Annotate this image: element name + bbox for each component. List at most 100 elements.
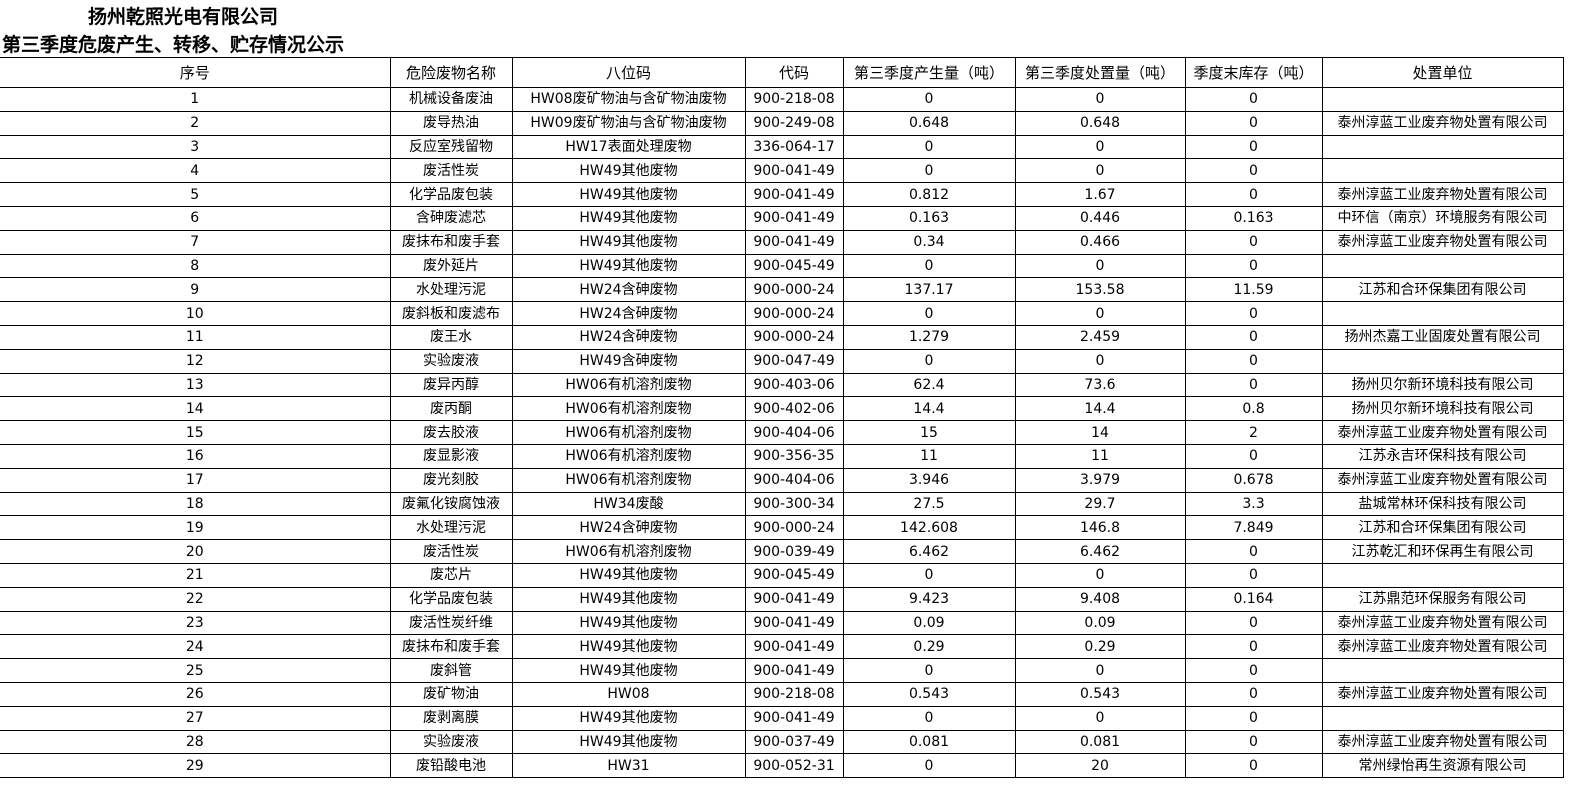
cell-seq: 2 xyxy=(0,110,391,136)
cell-category: HW49其他废物 xyxy=(511,205,746,231)
cell-seq: 18 xyxy=(0,491,391,517)
cell-disposed: 0.648 xyxy=(1014,110,1186,136)
cell-waste-name: 废矿物油 xyxy=(389,681,513,707)
table-row: 7 废抹布和废手套 HW49其他废物 900-041-49 0.34 0.466 0 泰州淳蓝… xyxy=(0,229,1564,255)
cell-waste-name: 废王水 xyxy=(389,324,513,350)
cell-stock: 0 xyxy=(1184,634,1323,660)
cell-category: HW06有机溶剂废物 xyxy=(511,539,746,564)
cell-category: HW49其他废物 xyxy=(511,158,746,184)
cell-disposed: 0.09 xyxy=(1014,610,1186,636)
cell-seq: 13 xyxy=(0,372,391,398)
cell-disposal-unit: 泰州淳蓝工业废弃物处置有限公司 xyxy=(1321,182,1564,207)
table-row: 28 实验废液 HW49其他废物 900-037-49 0.081 0.081 0 泰州淳蓝工… xyxy=(0,729,1564,755)
cell-seq: 16 xyxy=(0,443,391,469)
cell-generated: 15 xyxy=(842,420,1016,445)
cell-category: HW06有机溶剂废物 xyxy=(511,372,746,398)
header-disposed: 第三季度处置量（吨） xyxy=(1014,57,1186,88)
cell-code: 900-218-08 xyxy=(744,681,844,707)
cell-seq: 27 xyxy=(0,705,391,731)
cell-seq: 1 xyxy=(0,87,391,112)
cell-category: HW24含砷废物 xyxy=(511,301,746,326)
cell-code: 900-045-49 xyxy=(744,253,844,279)
cell-disposed: 0 xyxy=(1014,134,1186,160)
cell-disposed: 14 xyxy=(1014,420,1186,445)
cell-disposed: 0.29 xyxy=(1014,634,1186,660)
cell-generated: 0 xyxy=(842,348,1016,374)
cell-code: 900-041-49 xyxy=(744,205,844,231)
cell-waste-name: 实验废液 xyxy=(389,729,513,755)
cell-seq: 5 xyxy=(0,182,391,207)
cell-seq: 11 xyxy=(0,324,391,350)
cell-disposal-unit: 江苏永吉环保科技有限公司 xyxy=(1321,443,1564,469)
report-title: 第三季度危废产生、转移、贮存情况公示 xyxy=(2,34,345,56)
cell-disposed: 153.58 xyxy=(1014,277,1186,303)
cell-waste-name: 废抹布和废手套 xyxy=(389,634,513,660)
cell-seq: 29 xyxy=(0,753,391,779)
table-row: 20 废活性炭 HW06有机溶剂废物 900-039-49 6.462 6.462 0 江苏乾… xyxy=(0,539,1564,564)
cell-category: HW31 xyxy=(511,753,746,779)
cell-seq: 3 xyxy=(0,134,391,160)
cell-waste-name: 废活性炭纤维 xyxy=(389,610,513,636)
cell-code: 900-052-31 xyxy=(744,753,844,779)
cell-stock: 0.678 xyxy=(1184,467,1323,493)
cell-generated: 0.812 xyxy=(842,182,1016,207)
table-row: 9 水处理污泥 HW24含砷废物 900-000-24 137.17 153.58 11.5… xyxy=(0,277,1564,303)
cell-disposed: 0.466 xyxy=(1014,229,1186,255)
table-row: 18 废氟化铵腐蚀液 HW34废酸 900-300-34 27.5 29.7 3.3 盐城常林… xyxy=(0,491,1564,517)
cell-generated: 0 xyxy=(842,87,1016,112)
cell-category: HW06有机溶剂废物 xyxy=(511,443,746,469)
table-row: 21 废芯片 HW49其他废物 900-045-49 0 0 0 xyxy=(0,562,1564,588)
cell-disposed: 0 xyxy=(1014,348,1186,374)
cell-disposed: 0 xyxy=(1014,301,1186,326)
cell-stock: 0 xyxy=(1184,87,1323,112)
cell-disposed: 2.459 xyxy=(1014,324,1186,350)
cell-stock: 0 xyxy=(1184,610,1323,636)
cell-generated: 0 xyxy=(842,301,1016,326)
cell-waste-name: 实验废液 xyxy=(389,348,513,374)
cell-disposed: 0 xyxy=(1014,705,1186,731)
cell-waste-name: 水处理污泥 xyxy=(389,277,513,303)
cell-generated: 0 xyxy=(842,705,1016,731)
cell-generated: 6.462 xyxy=(842,539,1016,564)
table-row: 27 废剥离膜 HW49其他废物 900-041-49 0 0 0 xyxy=(0,705,1564,731)
cell-disposed: 0 xyxy=(1014,658,1186,683)
cell-disposal-unit: 江苏乾汇和环保再生有限公司 xyxy=(1321,539,1564,564)
cell-stock: 0 xyxy=(1184,253,1323,279)
cell-waste-name: 废活性炭 xyxy=(389,539,513,564)
cell-code: 900-000-24 xyxy=(744,277,844,303)
cell-generated: 0.09 xyxy=(842,610,1016,636)
cell-category: HW49其他废物 xyxy=(511,634,746,660)
cell-category: HW24含砷废物 xyxy=(511,515,746,541)
cell-category: HW49其他废物 xyxy=(511,253,746,279)
header-row: 序号 危险废物名称 八位码 代码 第三季度产生量（吨） 第三季度处置量（吨） 季度末库存（吨… xyxy=(0,57,1564,88)
cell-waste-name: 废光刻胶 xyxy=(389,467,513,493)
cell-disposed: 1.67 xyxy=(1014,182,1186,207)
table-row: 8 废外延片 HW49其他废物 900-045-49 0 0 0 xyxy=(0,253,1564,279)
cell-generated: 27.5 xyxy=(842,491,1016,517)
cell-generated: 0 xyxy=(842,658,1016,683)
cell-disposed: 0 xyxy=(1014,158,1186,184)
cell-generated: 0.081 xyxy=(842,729,1016,755)
cell-waste-name: 含砷废滤芯 xyxy=(389,205,513,231)
cell-disposal-unit: 扬州杰嘉工业固废处置有限公司 xyxy=(1321,324,1564,350)
table-row: 24 废抹布和废手套 HW49其他废物 900-041-49 0.29 0.29 0 泰州淳蓝… xyxy=(0,634,1564,660)
cell-seq: 10 xyxy=(0,301,391,326)
cell-disposal-unit: 盐城常林环保科技有限公司 xyxy=(1321,491,1564,517)
cell-disposal-unit xyxy=(1321,705,1564,731)
cell-category: HW17表面处理废物 xyxy=(511,134,746,160)
cell-category: HW49其他废物 xyxy=(511,182,746,207)
cell-stock: 0 xyxy=(1184,348,1323,374)
cell-disposed: 73.6 xyxy=(1014,372,1186,398)
cell-waste-name: 废斜板和废滤布 xyxy=(389,301,513,326)
cell-generated: 0.648 xyxy=(842,110,1016,136)
cell-stock: 0 xyxy=(1184,705,1323,731)
cell-generated: 0 xyxy=(842,562,1016,588)
cell-disposal-unit xyxy=(1321,348,1564,374)
header-generated: 第三季度产生量（吨） xyxy=(842,57,1016,88)
cell-generated: 137.17 xyxy=(842,277,1016,303)
cell-stock: 0 xyxy=(1184,681,1323,707)
cell-seq: 21 xyxy=(0,562,391,588)
cell-code: 900-000-24 xyxy=(744,324,844,350)
cell-seq: 19 xyxy=(0,515,391,541)
cell-stock: 11.59 xyxy=(1184,277,1323,303)
